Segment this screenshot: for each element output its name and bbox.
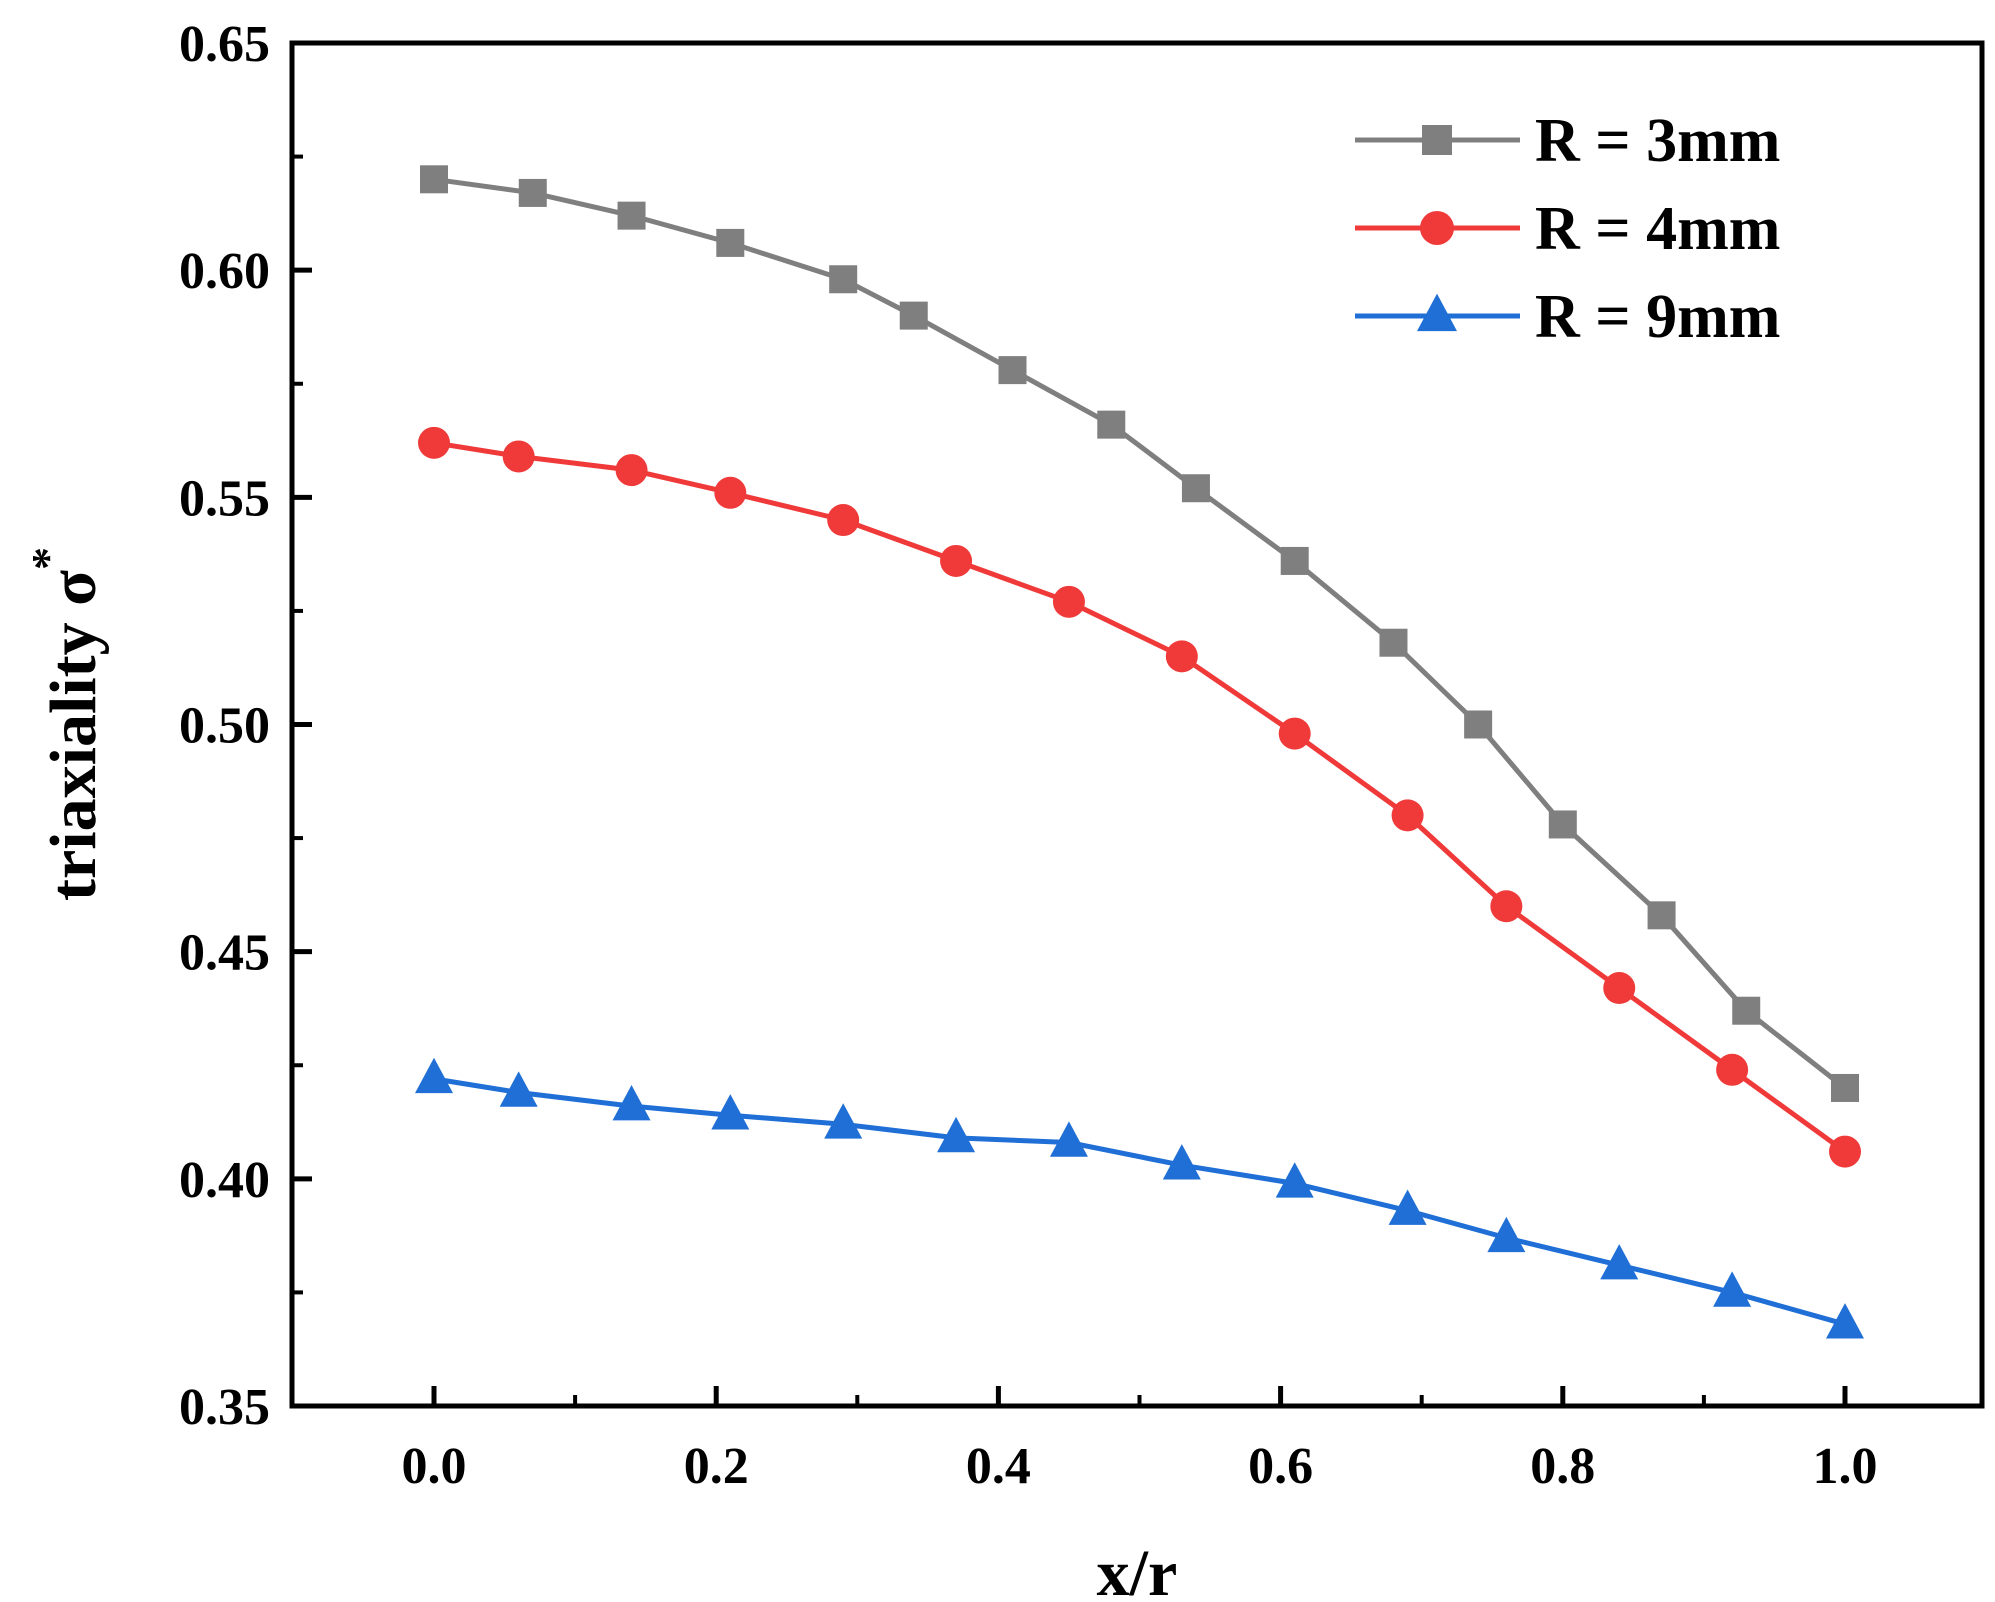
data-point-triangle bbox=[612, 1085, 651, 1121]
plot-frame bbox=[289, 40, 1985, 1409]
data-point-triangle bbox=[824, 1103, 863, 1139]
data-point-triangle bbox=[1388, 1189, 1427, 1225]
x-axis-title: x/r bbox=[1097, 1537, 1178, 1602]
y-tick-label: 0.50 bbox=[179, 698, 270, 755]
data-point-square bbox=[998, 356, 1027, 385]
data-point-triangle bbox=[1417, 293, 1457, 332]
data-point-square bbox=[1548, 810, 1577, 839]
data-point-square bbox=[1097, 410, 1126, 439]
legend-label: R = 3mm bbox=[1535, 107, 1780, 175]
data-point-square bbox=[829, 265, 858, 294]
data-point-circle bbox=[1716, 1053, 1749, 1086]
data-point-circle bbox=[1052, 585, 1085, 618]
y-tick-label: 0.40 bbox=[179, 1152, 270, 1209]
series-line bbox=[433, 176, 1847, 1090]
data-point-square bbox=[1280, 546, 1309, 575]
data-point-circle bbox=[1603, 972, 1636, 1005]
x-tick-labels: 0.0 0.2 0.4 0.6 0.8 1.0 bbox=[402, 1438, 1878, 1495]
series-line bbox=[433, 440, 1847, 1154]
legend-item: R = 4mm bbox=[1355, 195, 1780, 263]
data-point-circle bbox=[1278, 717, 1311, 750]
data-point-circle bbox=[1420, 211, 1454, 245]
data-point-triangle bbox=[1713, 1271, 1752, 1307]
x-tick-label: 0.2 bbox=[684, 1438, 749, 1495]
x-tick-label: 0.6 bbox=[1248, 1438, 1313, 1495]
data-point-circle bbox=[714, 476, 747, 509]
y-tick-label: 0.60 bbox=[179, 243, 270, 300]
data-point-square bbox=[1422, 125, 1452, 155]
y-axis-title-superscript: * bbox=[22, 547, 73, 570]
data-point-triangle bbox=[1049, 1121, 1088, 1157]
data-point-square bbox=[899, 301, 928, 330]
legend-item: R = 9mm bbox=[1355, 283, 1780, 351]
series-layer bbox=[415, 165, 1864, 1339]
minor-ticks bbox=[292, 154, 1706, 1406]
data-point-square bbox=[1647, 901, 1676, 930]
data-point-square bbox=[420, 165, 448, 194]
data-point-triangle bbox=[1600, 1244, 1639, 1280]
data-point-circle bbox=[1490, 890, 1523, 923]
data-point-square bbox=[1181, 474, 1210, 503]
data-point-square bbox=[1732, 996, 1761, 1025]
y-axis-title-text: triaxiality σ bbox=[37, 570, 110, 901]
data-point-triangle bbox=[1487, 1216, 1526, 1253]
data-point-triangle bbox=[415, 1057, 453, 1094]
legend-label: R = 4mm bbox=[1535, 195, 1780, 263]
data-point-triangle bbox=[499, 1071, 538, 1107]
data-point-square bbox=[518, 178, 547, 207]
data-point-square bbox=[1831, 1073, 1859, 1102]
data-point-circle bbox=[615, 454, 648, 487]
data-point-triangle bbox=[1826, 1303, 1864, 1339]
x-tick-label: 0.4 bbox=[966, 1438, 1031, 1495]
data-point-circle bbox=[940, 544, 973, 577]
data-point-triangle bbox=[1275, 1162, 1314, 1198]
x-tick-label: 0.0 bbox=[402, 1438, 467, 1495]
data-point-circle bbox=[1165, 640, 1198, 673]
data-point-square bbox=[716, 228, 745, 257]
data-point-circle bbox=[1391, 799, 1424, 832]
data-point-circle bbox=[1829, 1135, 1861, 1168]
data-point-circle bbox=[418, 426, 450, 459]
y-tick-label: 0.55 bbox=[179, 470, 270, 527]
data-point-triangle bbox=[1162, 1144, 1201, 1180]
x-tick-label: 1.0 bbox=[1813, 1438, 1878, 1495]
series-line bbox=[433, 1076, 1846, 1327]
legend-label: R = 9mm bbox=[1535, 283, 1780, 351]
x-tick-label: 0.8 bbox=[1530, 1438, 1595, 1495]
data-point-circle bbox=[827, 504, 860, 537]
data-point-circle bbox=[502, 440, 535, 473]
y-tick-label: 0.35 bbox=[179, 1379, 270, 1436]
series-3 bbox=[415, 1057, 1864, 1339]
series-2 bbox=[418, 426, 1861, 1168]
data-point-square bbox=[1379, 628, 1408, 657]
y-axis-title: triaxiality σ* bbox=[22, 547, 110, 901]
data-point-square bbox=[617, 201, 646, 230]
data-point-square bbox=[1464, 710, 1493, 739]
data-point-triangle bbox=[937, 1116, 976, 1153]
y-tick-label: 0.45 bbox=[179, 925, 270, 982]
legend-item: R = 3mm bbox=[1355, 107, 1780, 175]
legend: R = 3mm R = 4mm R = 9mm bbox=[1355, 107, 1780, 351]
y-tick-label: 0.65 bbox=[179, 16, 270, 73]
y-tick-labels: 0.35 0.40 0.45 0.50 0.55 0.60 0.65 bbox=[179, 16, 270, 1436]
series-1 bbox=[420, 165, 1859, 1102]
data-point-triangle bbox=[711, 1094, 750, 1130]
